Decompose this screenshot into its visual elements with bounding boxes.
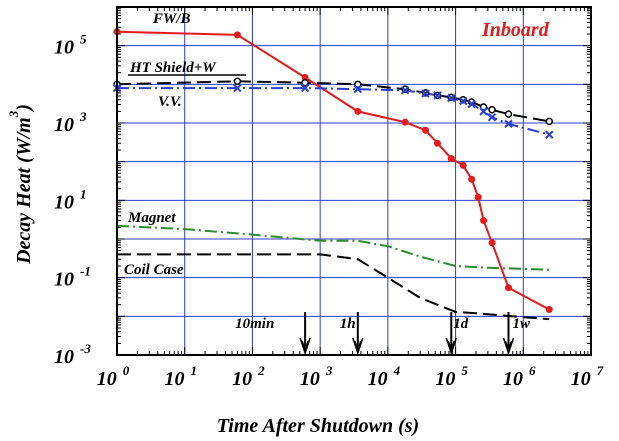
svg-text:Decay Heat (W/m3): Decay Heat (W/m3): [6, 104, 35, 265]
annotation-arrowhead: [299, 337, 311, 356]
series-line-ht-shield-w: [116, 80, 550, 123]
series-label: HT Shield+W: [129, 60, 217, 76]
data-point: [421, 89, 430, 98]
y-tick-label: 10 5: [54, 32, 87, 59]
data-point: [233, 31, 241, 39]
annotation-label: 1h: [340, 316, 356, 332]
data-point: [458, 96, 468, 106]
data-point: [354, 80, 362, 89]
data-point: [233, 77, 242, 86]
data-point: [300, 83, 310, 93]
data-point: [301, 74, 309, 82]
annotation-10min: 10min: [235, 312, 311, 356]
time-annotation-layer: 10min 1h 1d 1w: [235, 312, 531, 356]
x-tick-label: 10 6: [503, 363, 536, 390]
annotation-1w: 1w: [502, 312, 531, 356]
plot-frame: [116, 6, 592, 356]
annotation-label: 1d: [453, 316, 469, 332]
x-tick-label: 10 3: [300, 363, 333, 390]
data-point: [433, 91, 442, 100]
data-point: [447, 155, 455, 163]
annotation-1h: 1h: [340, 312, 364, 356]
y-axis-label-close: ): [13, 104, 35, 113]
y-axis-label: Decay Heat (W/m3): [6, 104, 35, 265]
x-tick-label: 10 2: [232, 363, 265, 390]
data-point: [504, 110, 513, 118]
y-tick-label: 10 3: [54, 109, 87, 136]
data-point: [401, 118, 409, 126]
annotation-label: 10min: [235, 316, 274, 332]
x-tick-label: 10 7: [571, 363, 604, 390]
data-point: [488, 239, 496, 247]
annotation-label: 1w: [512, 316, 531, 332]
marker-layer: [112, 28, 554, 314]
data-point: [487, 113, 497, 122]
data-point: [545, 306, 553, 314]
data-point: [474, 193, 482, 201]
data-point: [422, 126, 430, 134]
series-label: Magnet: [127, 210, 176, 226]
x-tick-label: 10 4: [368, 363, 401, 390]
series-label: V.V.: [158, 94, 182, 110]
data-point: [400, 86, 410, 95]
data-point: [353, 84, 363, 94]
data-point: [468, 175, 476, 183]
data-point: [504, 119, 513, 129]
data-point: [233, 83, 242, 93]
x-tick-label: 10 0: [97, 363, 130, 390]
x-tick-label: 10 1: [164, 363, 197, 390]
data-point: [459, 161, 467, 169]
annotation-arrowhead: [352, 337, 364, 356]
x-axis-label: Time After Shutdown (s): [217, 415, 419, 437]
series-label: Coil Case: [124, 262, 184, 278]
annotation-1d: 1d: [445, 312, 469, 356]
data-point: [480, 217, 488, 225]
y-tick-label: 10 1: [54, 186, 87, 213]
annotation-arrowhead: [445, 337, 457, 356]
data-point: [467, 99, 476, 109]
series-label: FW/B: [152, 11, 191, 27]
series-line-magnet: [116, 224, 550, 271]
x-tick-labels: 10 0 10 1 10 2 10 3 10 4 10 5 10 6 10 7: [97, 363, 604, 390]
series-line-coil-case: [117, 253, 550, 321]
data-point: [301, 78, 309, 87]
data-point: [545, 117, 554, 126]
inboard-label: Inboard: [481, 19, 550, 41]
data-point: [433, 139, 441, 147]
y-axis-label-superscript: 3: [6, 110, 21, 118]
data-point: [488, 106, 496, 114]
series-labels: FW/B HT Shield+W V.V. Magnet Coil Case: [124, 11, 246, 278]
data-point: [447, 93, 456, 103]
y-axis-label-text: Decay Heat (W/m: [13, 117, 35, 265]
data-point: [479, 107, 488, 116]
data-point: [504, 284, 512, 292]
y-tick-label: 10 -3: [54, 341, 91, 368]
data-point: [354, 107, 362, 115]
x-tick-label: 10 5: [435, 363, 468, 390]
y-tick-label: 10 -1: [54, 264, 91, 291]
annotation-arrowhead: [502, 337, 515, 356]
data-point: [545, 130, 554, 139]
